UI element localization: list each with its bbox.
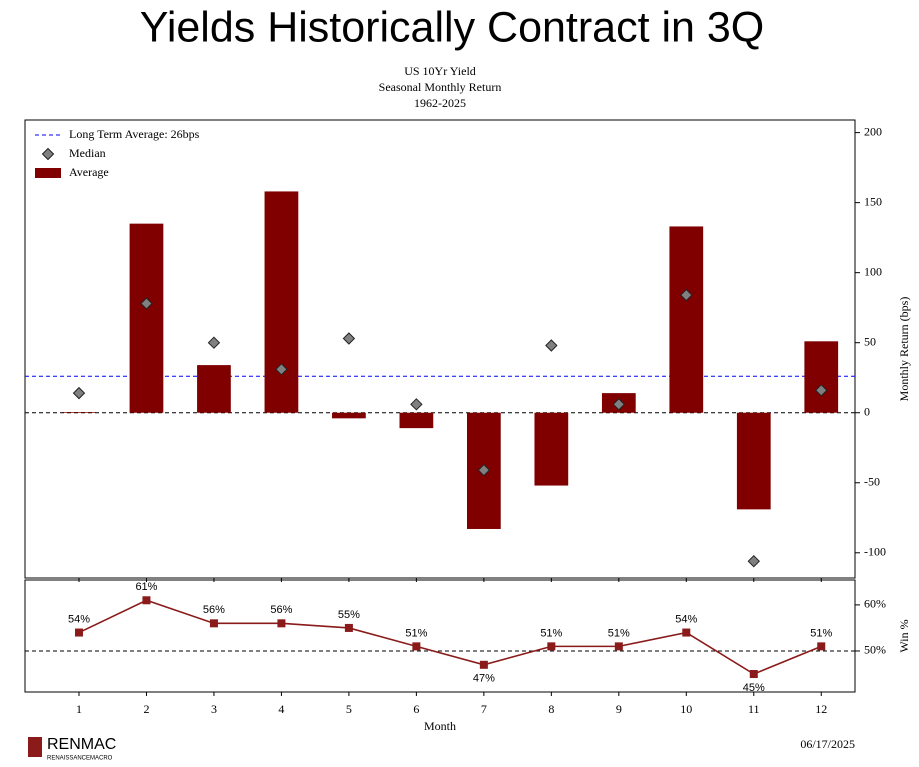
date: 06/17/2025 — [800, 737, 855, 751]
median-marker — [72, 386, 86, 400]
legend-swatch — [41, 147, 55, 161]
y-tick-label: 0 — [864, 404, 870, 418]
logo-icon — [28, 737, 42, 757]
x-tick-label: 6 — [413, 702, 419, 716]
median-marker — [545, 339, 558, 352]
win-marker — [344, 623, 353, 632]
data-label: 55% — [338, 609, 360, 621]
legend-label: Average — [69, 165, 109, 179]
win-marker — [749, 670, 758, 679]
bar — [129, 223, 164, 413]
win-line — [78, 599, 822, 675]
bar — [804, 341, 839, 413]
win-marker — [142, 596, 151, 605]
y-axis-label: Win % — [897, 619, 911, 652]
x-tick-label: 11 — [748, 702, 760, 716]
bottom-panel-frame — [24, 579, 856, 693]
x-tick-label: 7 — [481, 702, 487, 716]
data-label: 47% — [473, 673, 495, 685]
median-marker — [477, 463, 491, 477]
median-marker — [747, 554, 760, 568]
y-tick-label: -50 — [864, 475, 880, 489]
win-marker — [614, 642, 623, 651]
median-marker — [680, 288, 693, 302]
logo-text: RENMAC — [47, 736, 116, 753]
median-marker — [207, 336, 221, 349]
chart-subtitle: Seasonal Monthly Return — [379, 80, 502, 94]
data-label: 61% — [135, 581, 157, 593]
legend-swatch — [35, 168, 61, 178]
x-tick-label: 3 — [211, 702, 217, 716]
x-tick-label: 12 — [815, 702, 827, 716]
legend-label: Median — [69, 146, 106, 160]
win-marker — [74, 628, 83, 637]
data-label: 54% — [68, 613, 90, 625]
median-marker — [612, 398, 626, 411]
median-marker — [140, 297, 153, 310]
chart-title: US 10Yr Yield — [404, 64, 476, 78]
data-label: 54% — [675, 613, 697, 625]
median-marker — [815, 384, 828, 397]
bar — [399, 412, 434, 429]
x-tick-label: 5 — [346, 702, 352, 716]
bar — [197, 365, 231, 413]
y-tick-label: 50% — [864, 643, 886, 657]
data-label: 51% — [405, 627, 427, 639]
median-marker — [342, 332, 356, 345]
data-label: 51% — [608, 627, 630, 639]
y-tick-label: 150 — [864, 194, 882, 208]
bar — [669, 226, 704, 413]
win-marker — [277, 619, 286, 628]
x-tick-label: 10 — [680, 702, 692, 716]
slide-title: Yields Historically Contract in 3Q — [140, 3, 765, 51]
median-marker — [410, 398, 423, 411]
chart-subtitle: 1962-2025 — [414, 96, 466, 110]
win-marker — [682, 628, 691, 637]
y-tick-label: 200 — [864, 124, 882, 138]
y-tick-label: 50 — [864, 334, 876, 348]
logo-subtext: RENAISSANCEMACRO — [47, 756, 113, 762]
y-tick-label: 60% — [864, 597, 886, 611]
x-tick-label: 9 — [616, 702, 622, 716]
bar — [62, 412, 96, 413]
bar — [264, 191, 299, 413]
win-marker — [209, 619, 218, 628]
x-tick-label: 8 — [548, 702, 554, 716]
y-tick-label: 100 — [864, 264, 882, 278]
y-axis-label: Monthly Return (bps) — [897, 297, 911, 402]
bar — [736, 412, 771, 510]
bar — [534, 412, 569, 486]
data-label: 51% — [540, 627, 562, 639]
data-label: 56% — [270, 604, 292, 616]
legend-label: Long Term Average: 26bps — [69, 127, 200, 141]
top-panel-frame — [24, 119, 856, 579]
win-marker — [817, 642, 826, 651]
bar — [332, 412, 366, 419]
win-marker — [547, 642, 556, 651]
x-axis-label: Month — [424, 719, 456, 733]
win-marker — [412, 642, 421, 651]
x-tick-label: 1 — [76, 702, 82, 716]
x-tick-label: 4 — [278, 702, 284, 716]
data-label: 45% — [743, 682, 765, 694]
data-label: 56% — [203, 604, 225, 616]
win-marker — [479, 660, 488, 669]
y-tick-label: -100 — [864, 545, 886, 559]
data-label: 51% — [810, 627, 832, 639]
x-tick-label: 2 — [143, 702, 149, 716]
median-marker — [275, 363, 288, 376]
